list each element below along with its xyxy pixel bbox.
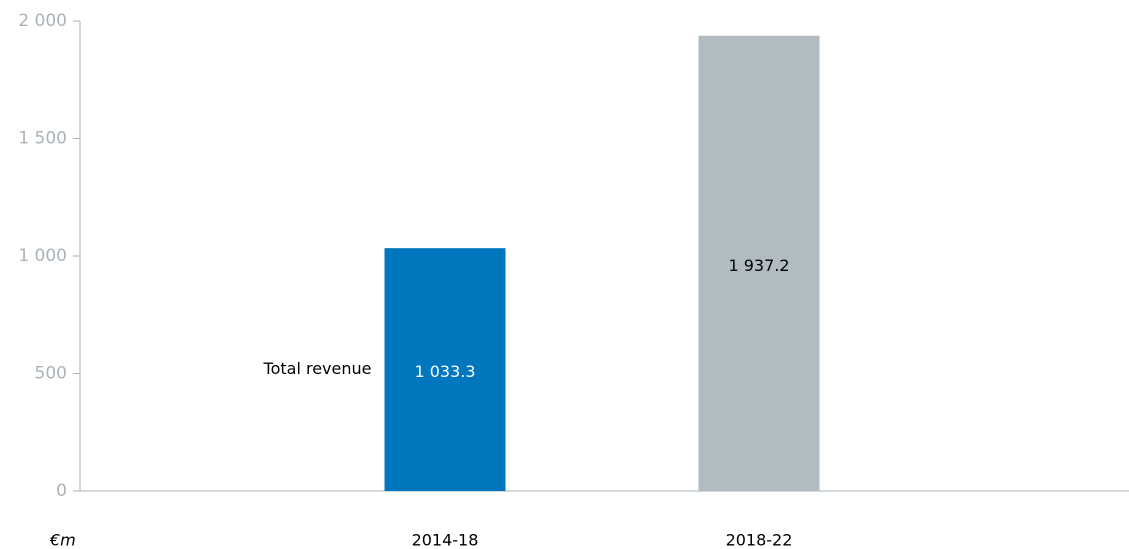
value-label: 1 937.2 [728, 256, 789, 275]
bar [384, 248, 506, 491]
y-tick-label: 500 [35, 364, 67, 384]
y-tick-label: 1 500 [18, 129, 67, 149]
value-label: 1 033.3 [414, 362, 475, 381]
x-tick-label: 2014-18 [412, 531, 479, 549]
series-label: Total revenue [263, 359, 372, 378]
y-tick-label: 2 000 [18, 11, 67, 31]
bar [698, 35, 820, 492]
x-tick-label: 2018-22 [726, 531, 793, 549]
y-tick-label: 0 [56, 481, 67, 501]
unit-label: €m [49, 531, 76, 549]
y-tick-label: 1 000 [18, 246, 67, 266]
